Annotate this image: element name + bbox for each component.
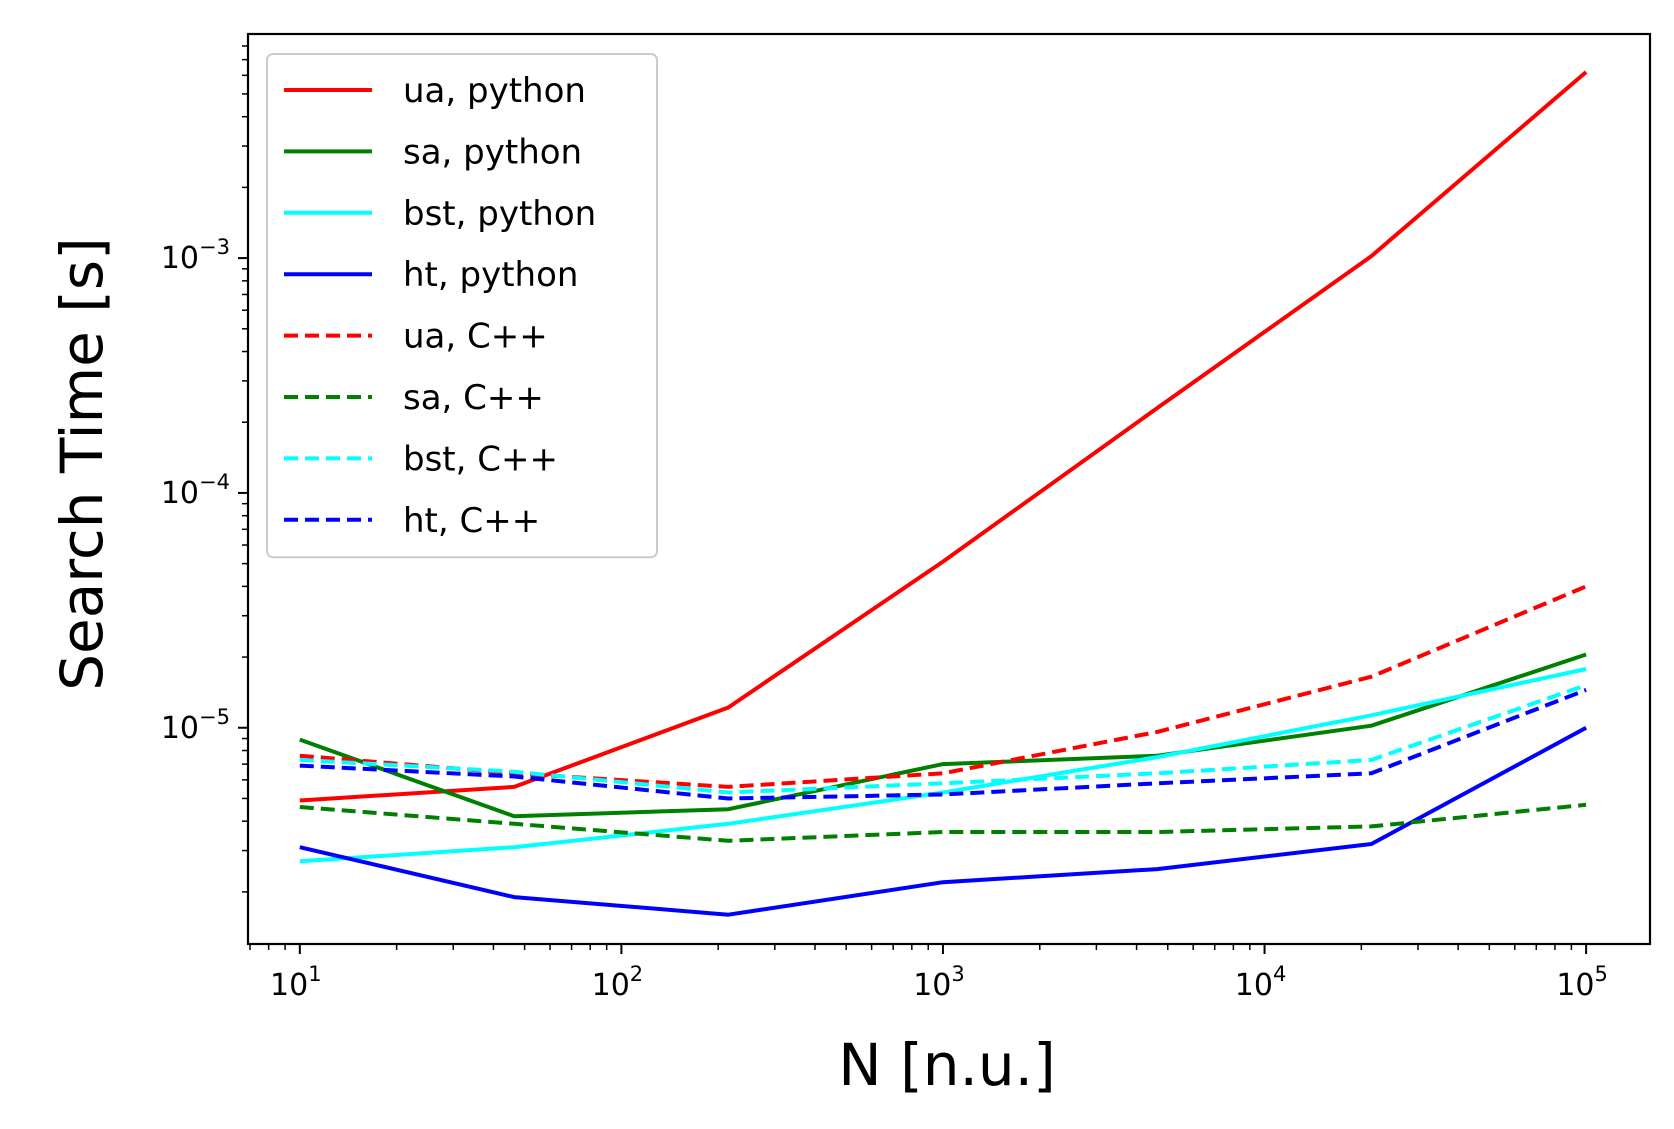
- legend-label: ht, C++: [403, 501, 540, 541]
- x-tick-base: 10: [1235, 968, 1273, 1003]
- legend-label: bst, C++: [403, 439, 558, 479]
- series-line-sa-python: [299, 652, 1587, 819]
- y-axis: 10−510−410−3: [161, 45, 248, 893]
- plot-frame: [246, 32, 1652, 946]
- series-line-bst-c: [299, 683, 1587, 795]
- y-tick-exponent: −3: [199, 235, 230, 259]
- x-tick-base: 10: [1556, 968, 1594, 1003]
- legend-label: sa, python: [403, 132, 582, 172]
- x-tick-exponent: 1: [308, 962, 321, 986]
- legend: ua, python sa, python bst, python ht, pytho…: [266, 53, 658, 559]
- legend-label: ua, C++: [403, 317, 548, 357]
- series-line-ua-python: [299, 70, 1588, 803]
- y-tick-label: 10−3: [161, 235, 230, 276]
- x-tick-exponent: 3: [951, 962, 964, 986]
- legend-label: sa, C++: [403, 378, 544, 418]
- y-tick-label: 10−5: [161, 705, 230, 746]
- x-tick-exponent: 2: [630, 962, 643, 986]
- series-line-ht-python: [299, 726, 1588, 917]
- x-tick-label: 101: [270, 962, 322, 1003]
- y-tick-exponent: −5: [199, 705, 230, 729]
- series-line-sa-c: [299, 802, 1587, 843]
- x-tick-label: 104: [1235, 962, 1287, 1003]
- y-tick-exponent: −4: [199, 470, 230, 494]
- x-tick-label: 103: [913, 962, 965, 1003]
- x-axis-title: N [n.u.]: [838, 1031, 1055, 1099]
- y-tick-base: 10: [161, 241, 199, 276]
- y-tick-base: 10: [161, 476, 199, 511]
- legend-label: bst, python: [403, 194, 596, 234]
- x-tick-base: 10: [270, 968, 308, 1003]
- y-tick-base: 10: [161, 711, 199, 746]
- legend-label: ua, python: [403, 71, 586, 111]
- series-line-ht-c: [299, 688, 1587, 801]
- y-axis-title: Search Time [s]: [48, 237, 116, 691]
- x-tick-exponent: 5: [1595, 962, 1608, 986]
- x-tick-base: 10: [592, 968, 630, 1003]
- plot-lines: [299, 70, 1588, 917]
- series-line-bst-python: [299, 667, 1587, 864]
- y-tick-label: 10−4: [161, 470, 230, 511]
- legend-box: [266, 53, 658, 559]
- x-tick-exponent: 4: [1273, 962, 1286, 986]
- x-tick-base: 10: [913, 968, 951, 1003]
- x-tick-label: 102: [592, 962, 644, 1003]
- x-tick-label: 105: [1556, 962, 1608, 1003]
- legend-label: ht, python: [403, 255, 578, 295]
